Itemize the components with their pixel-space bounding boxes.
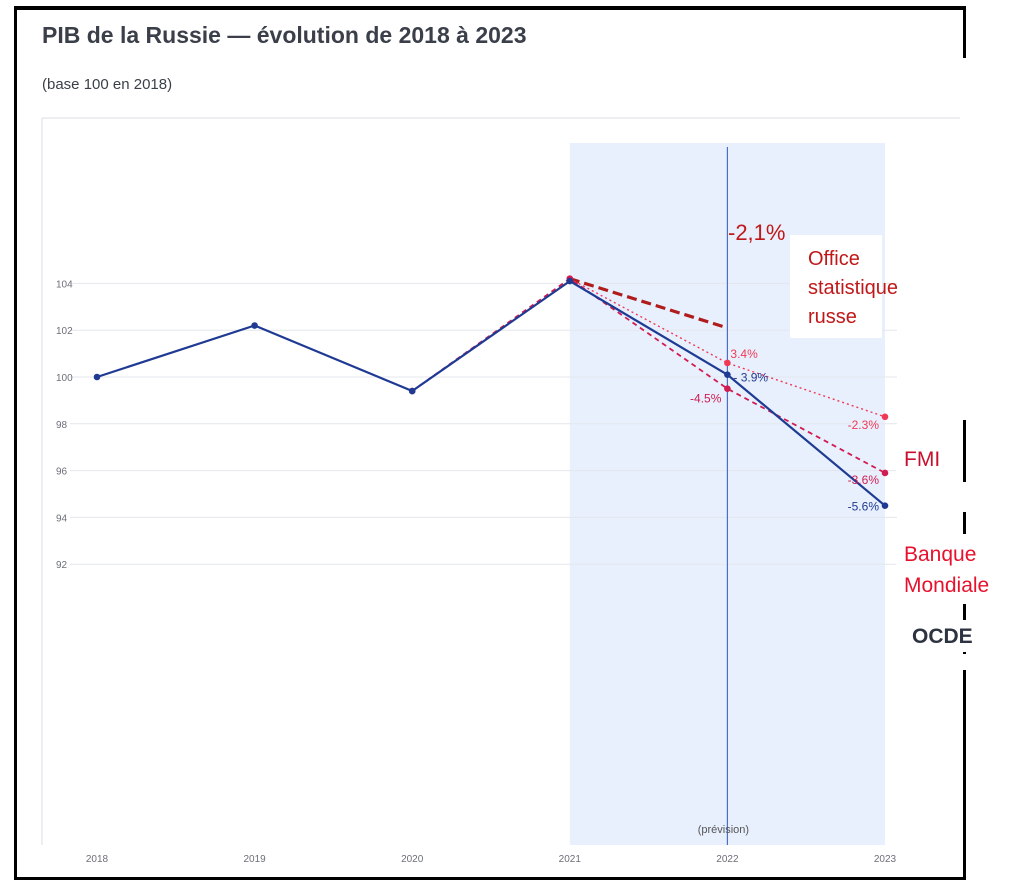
data-label: -5.6%: [848, 500, 880, 514]
y-tick-label: 102: [56, 326, 73, 337]
frame-gap-mid: [958, 482, 972, 512]
frame-gap-top: [958, 58, 972, 420]
data-point: [566, 277, 574, 285]
forecast-label: (prévision): [698, 824, 749, 836]
fmi-annotation-box: [896, 442, 956, 476]
data-label: 3.4%: [730, 347, 758, 361]
y-tick-label: 94: [56, 513, 68, 524]
x-tick-label: 2020: [401, 854, 424, 865]
x-tick-label: 2023: [874, 854, 897, 865]
y-tick-label: 96: [56, 467, 68, 478]
office-annotation-text: statistique: [808, 277, 898, 299]
series-line-ocde: [96, 280, 886, 507]
office-annotation-box: [790, 235, 882, 338]
office-value-label: -2,1%: [728, 220, 785, 245]
office-annotation-text: Office: [808, 248, 860, 270]
data-point: [881, 413, 889, 421]
series-line-office-statistique-russe: [569, 277, 728, 330]
data-point: [724, 385, 731, 393]
data-label: -4.5%: [690, 392, 722, 406]
data-point: [881, 469, 889, 477]
banque-annotation-text: Banque: [904, 543, 976, 566]
y-tick-label: 98: [56, 420, 68, 431]
data-label: - 3.9%: [733, 371, 768, 385]
data-label: -2.3%: [848, 418, 880, 432]
y-tick-label: 100: [56, 373, 73, 384]
data-point: [724, 359, 731, 367]
data-point: [93, 373, 101, 381]
data-label: -3.6%: [848, 473, 880, 487]
x-tick-label: 2021: [559, 854, 582, 865]
banque-annotation-box: [896, 534, 1020, 604]
frame-gap-bottom: [958, 654, 972, 670]
ocde-annotation-text: OCDE: [912, 625, 973, 648]
data-point: [251, 322, 258, 329]
x-tick-label: 2019: [243, 854, 266, 865]
x-tick-label: 2022: [716, 854, 739, 865]
office-annotation-text: russe: [808, 306, 857, 328]
chart-title: PIB de la Russie — évolution de 2018 à 2…: [42, 22, 527, 48]
data-point: [408, 387, 416, 395]
y-tick-label: 104: [56, 279, 73, 290]
ocde-annotation-box: [904, 620, 980, 652]
chart-subtitle: (base 100 en 2018): [42, 76, 173, 93]
x-tick-label: 2018: [86, 854, 109, 865]
banque-annotation-text: Mondiale: [904, 574, 989, 597]
y-tick-label: 92: [56, 560, 68, 571]
data-point: [881, 502, 889, 510]
fmi-annotation-text: FMI: [904, 448, 940, 471]
series-line-banque-mondiale: [411, 277, 886, 474]
data-point: [724, 371, 731, 378]
